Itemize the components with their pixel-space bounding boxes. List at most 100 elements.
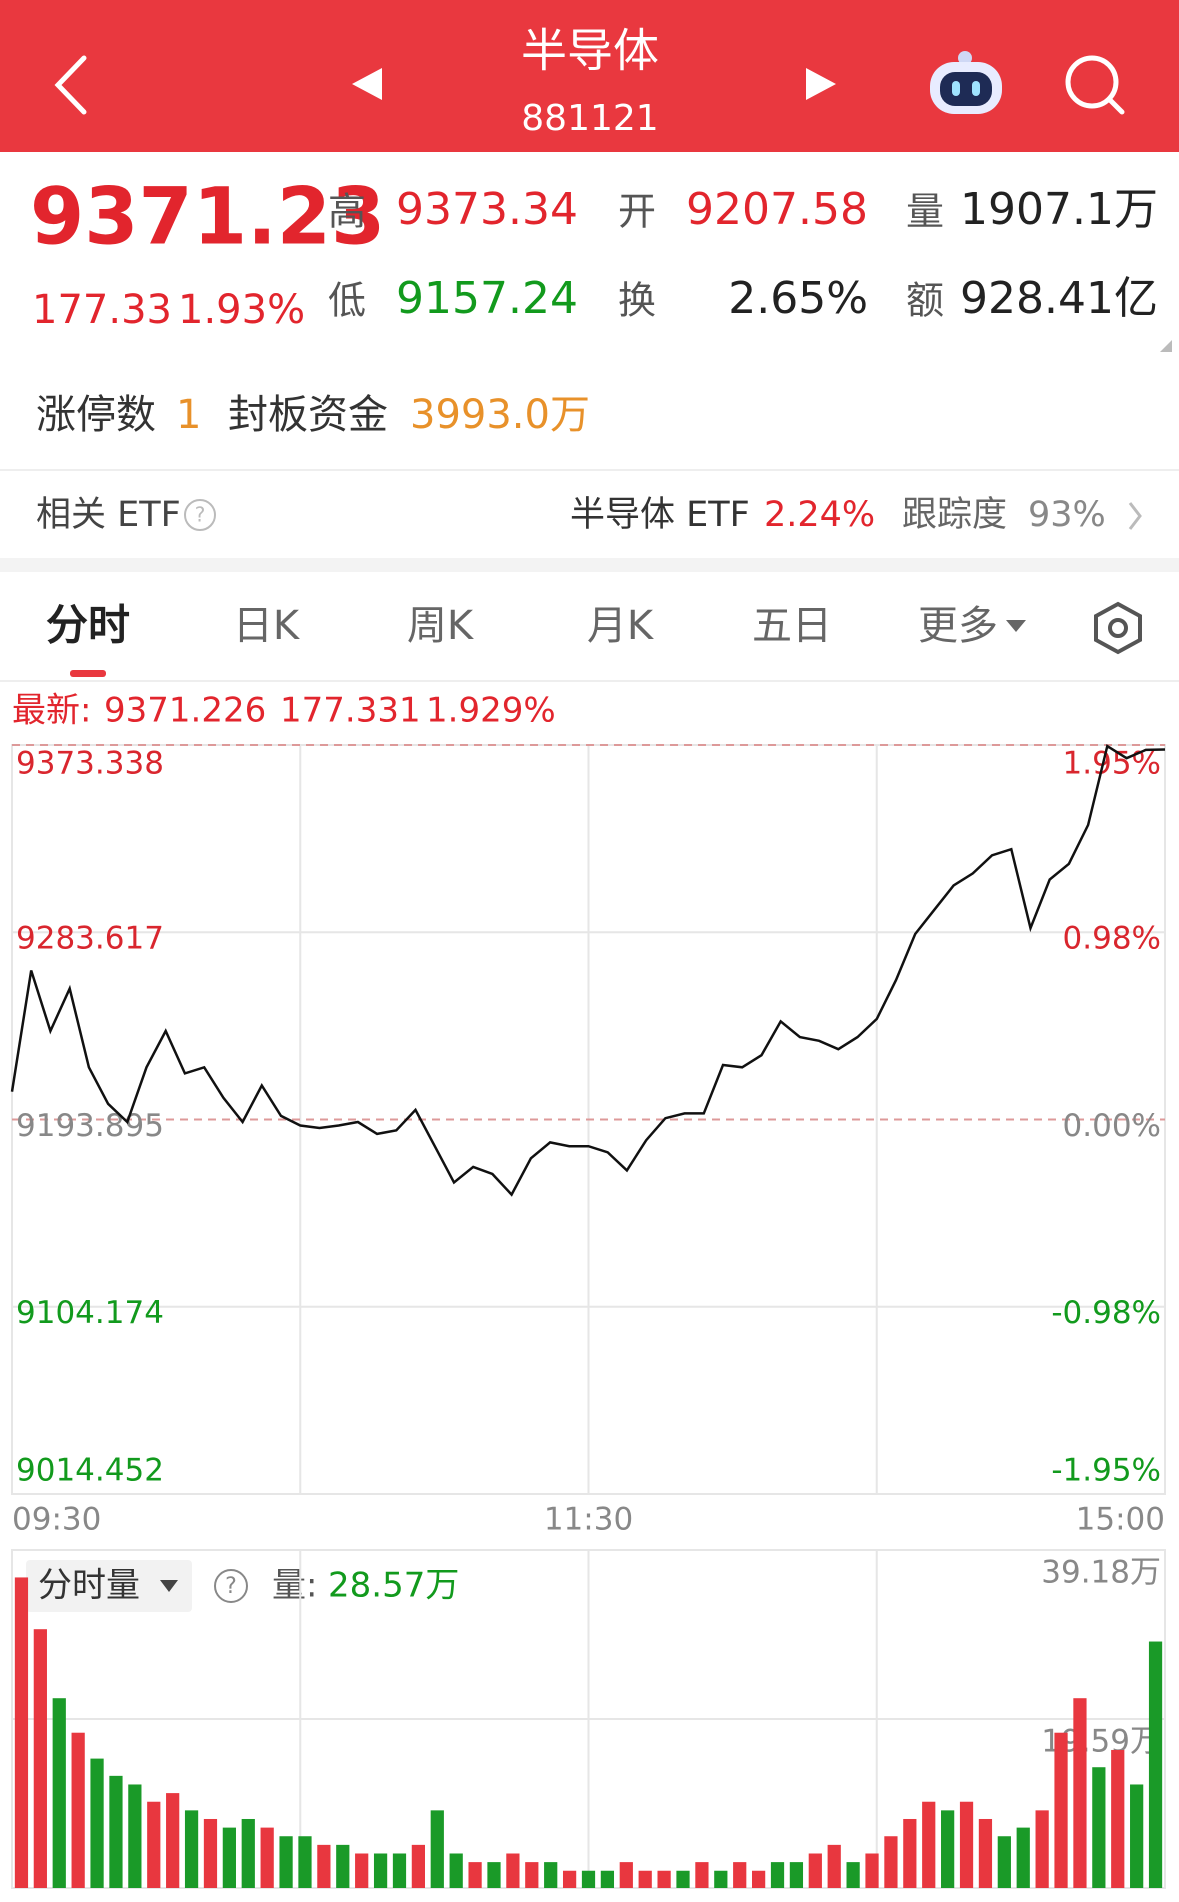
- volume-bar: [865, 1853, 879, 1888]
- latest-label: 最新:: [12, 691, 91, 731]
- tab[interactable]: 日K: [233, 603, 301, 649]
- dropdown-icon: [1006, 620, 1026, 632]
- volume-bar: [14, 1577, 29, 1888]
- latest-pct: 1.929%: [426, 691, 556, 731]
- volume-bar: [128, 1784, 142, 1888]
- low: 9157.24: [396, 273, 578, 324]
- volume-bar: [657, 1870, 671, 1888]
- volume-bar: [203, 1818, 218, 1888]
- volume-bar: [1148, 1641, 1163, 1888]
- volume-bar: [978, 1818, 993, 1888]
- etf-label: 相关 ETF: [36, 495, 181, 535]
- latest-price: 9371.226: [104, 691, 266, 731]
- prev-button[interactable]: [352, 68, 382, 100]
- volume-selector[interactable]: [26, 1560, 192, 1612]
- volume-bar: [222, 1827, 236, 1888]
- help-icon-mark: ?: [225, 1574, 237, 1599]
- tracking: 93%: [1028, 495, 1106, 535]
- expand-icon[interactable]: [1160, 340, 1172, 352]
- volume-bar: [1092, 1767, 1106, 1888]
- volume-bar: [241, 1818, 255, 1888]
- limit-fund: 3993.0万: [410, 392, 590, 438]
- limit-fund-label: 封板资金: [228, 392, 388, 438]
- x-tick-label: 11:30: [544, 1502, 633, 1538]
- etf-name: 半导体 ETF: [570, 495, 750, 535]
- back-button[interactable]: [54, 55, 87, 115]
- x-tick-label: 09:30: [12, 1502, 101, 1538]
- volume-bar: [468, 1862, 482, 1888]
- high: 9373.34: [396, 184, 578, 235]
- tab[interactable]: 分时: [46, 601, 130, 650]
- volume-label: 量: [906, 190, 944, 234]
- volume-bar: [997, 1836, 1011, 1888]
- volume-bar: [355, 1853, 369, 1888]
- x-tick-label: 15:00: [1076, 1502, 1165, 1538]
- tab[interactable]: 月K: [587, 603, 655, 649]
- volume-bar: [336, 1844, 350, 1888]
- volume-bar: [544, 1862, 558, 1888]
- volume-latest: 28.57万: [328, 1566, 459, 1606]
- next-button[interactable]: [806, 68, 836, 100]
- tab[interactable]: 更多: [918, 603, 998, 649]
- change-pct: 1.93%: [178, 287, 305, 333]
- latest-change: 177.331: [280, 691, 421, 731]
- settings-button[interactable]: [1094, 601, 1142, 655]
- volume-bar: [279, 1836, 293, 1888]
- header-code: 881121: [521, 98, 658, 139]
- volume-bar: [33, 1629, 47, 1888]
- volume-bar: [827, 1844, 841, 1888]
- tab[interactable]: 五日: [752, 603, 832, 649]
- y-tick-label: 9193.895: [16, 1108, 164, 1144]
- price: 9371.23: [30, 172, 385, 262]
- volume-bar: [1130, 1784, 1144, 1888]
- volume-bar: [789, 1862, 804, 1888]
- volume-bar: [941, 1810, 955, 1888]
- help-icon[interactable]: [214, 1569, 248, 1603]
- volume-bar: [959, 1801, 974, 1888]
- y-tick-label: 9283.617: [16, 921, 164, 957]
- volume-bar: [884, 1836, 898, 1888]
- section-gap: [0, 558, 1179, 572]
- header-title: 半导体: [521, 24, 659, 78]
- open-label: 开: [618, 190, 656, 234]
- low-label: 低: [328, 279, 366, 323]
- volume-bar: [1073, 1698, 1087, 1888]
- open: 9207.58: [686, 184, 868, 235]
- volume-bar: [1111, 1749, 1125, 1888]
- y-tick-label: 9014.452: [16, 1453, 164, 1489]
- chevron: [1128, 502, 1142, 530]
- volume-bar: [751, 1870, 766, 1888]
- volume-bar: [733, 1862, 747, 1888]
- volume-bar: [600, 1870, 615, 1888]
- volume-bar: [184, 1810, 199, 1888]
- volume-latest-label: 量:: [272, 1566, 317, 1606]
- volume-bar: [676, 1870, 690, 1888]
- tab[interactable]: 周K: [407, 603, 475, 649]
- limit-count: 1: [176, 392, 201, 438]
- amount: 928.41亿: [960, 273, 1158, 324]
- volume-bar: [619, 1862, 633, 1888]
- price-line: [10, 744, 1166, 1197]
- volume-bar: [260, 1827, 274, 1888]
- etf-row[interactable]: 相关 ETF ? 半导体 ETF 2.24% 跟踪度 93%: [36, 495, 1142, 535]
- y2-tick-label: -1.95%: [1051, 1453, 1161, 1489]
- volume-bar: [52, 1698, 66, 1888]
- volume-bar: [903, 1818, 917, 1888]
- volume-bar: [638, 1870, 652, 1888]
- change: 177.33: [32, 287, 172, 333]
- amount-label: 额: [906, 279, 944, 323]
- volume-bar: [1016, 1827, 1030, 1888]
- volume-bar: [317, 1844, 331, 1888]
- dropdown-icon: [160, 1580, 178, 1592]
- y-tick-label: 9104.174: [16, 1295, 164, 1331]
- robot-button[interactable]: [930, 51, 1002, 114]
- volume-bar: [1054, 1732, 1068, 1888]
- volume-bar: [147, 1801, 161, 1888]
- volume-bar: [109, 1775, 123, 1888]
- search-button[interactable]: [1065, 55, 1125, 115]
- volume-bar: [298, 1836, 312, 1888]
- settings-dot: [1108, 618, 1128, 638]
- tracking-label: 跟踪度: [902, 495, 1007, 535]
- volume-bar: [392, 1853, 407, 1888]
